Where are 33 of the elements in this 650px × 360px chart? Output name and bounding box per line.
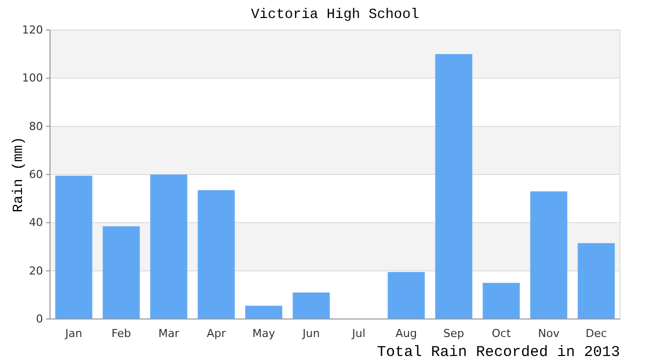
bar	[435, 54, 472, 319]
y-tick-label: 0	[36, 312, 43, 326]
y-tick-label: 120	[22, 24, 43, 37]
x-tick-label: Aug	[396, 326, 417, 340]
x-tick-label: Jul	[351, 326, 366, 340]
x-tick-label: Apr	[206, 326, 226, 340]
x-tick-label: Nov	[538, 326, 560, 340]
y-tick-label: 80	[29, 120, 43, 133]
bar	[578, 243, 615, 319]
y-tick-label: 60	[29, 168, 43, 182]
y-tick-label: 100	[22, 72, 43, 85]
bar	[198, 190, 235, 319]
bar	[150, 174, 188, 319]
x-tick-label: Jun	[302, 326, 320, 340]
x-tick-label: Jan	[64, 326, 82, 340]
bar	[102, 226, 140, 319]
x-tick-label: Dec	[586, 326, 607, 340]
x-tick-label: Sep	[443, 326, 464, 340]
bar	[292, 292, 330, 319]
x-tick-label: Feb	[112, 326, 131, 340]
x-axis-title: Total Rain Recorded in 2013	[376, 344, 620, 360]
y-tick-label: 20	[29, 264, 43, 278]
chart-title: Victoria High School	[250, 7, 420, 23]
x-tick-label: Oct	[492, 326, 512, 340]
bar	[388, 272, 425, 319]
bar	[530, 191, 568, 319]
y-axis-title: Rain (mm)	[11, 136, 27, 212]
x-tick-label: May	[252, 326, 276, 340]
y-tick-label: 40	[29, 216, 43, 230]
bar	[245, 306, 282, 319]
bar	[55, 176, 92, 319]
bar	[482, 282, 520, 319]
x-tick-label: Mar	[158, 326, 180, 340]
